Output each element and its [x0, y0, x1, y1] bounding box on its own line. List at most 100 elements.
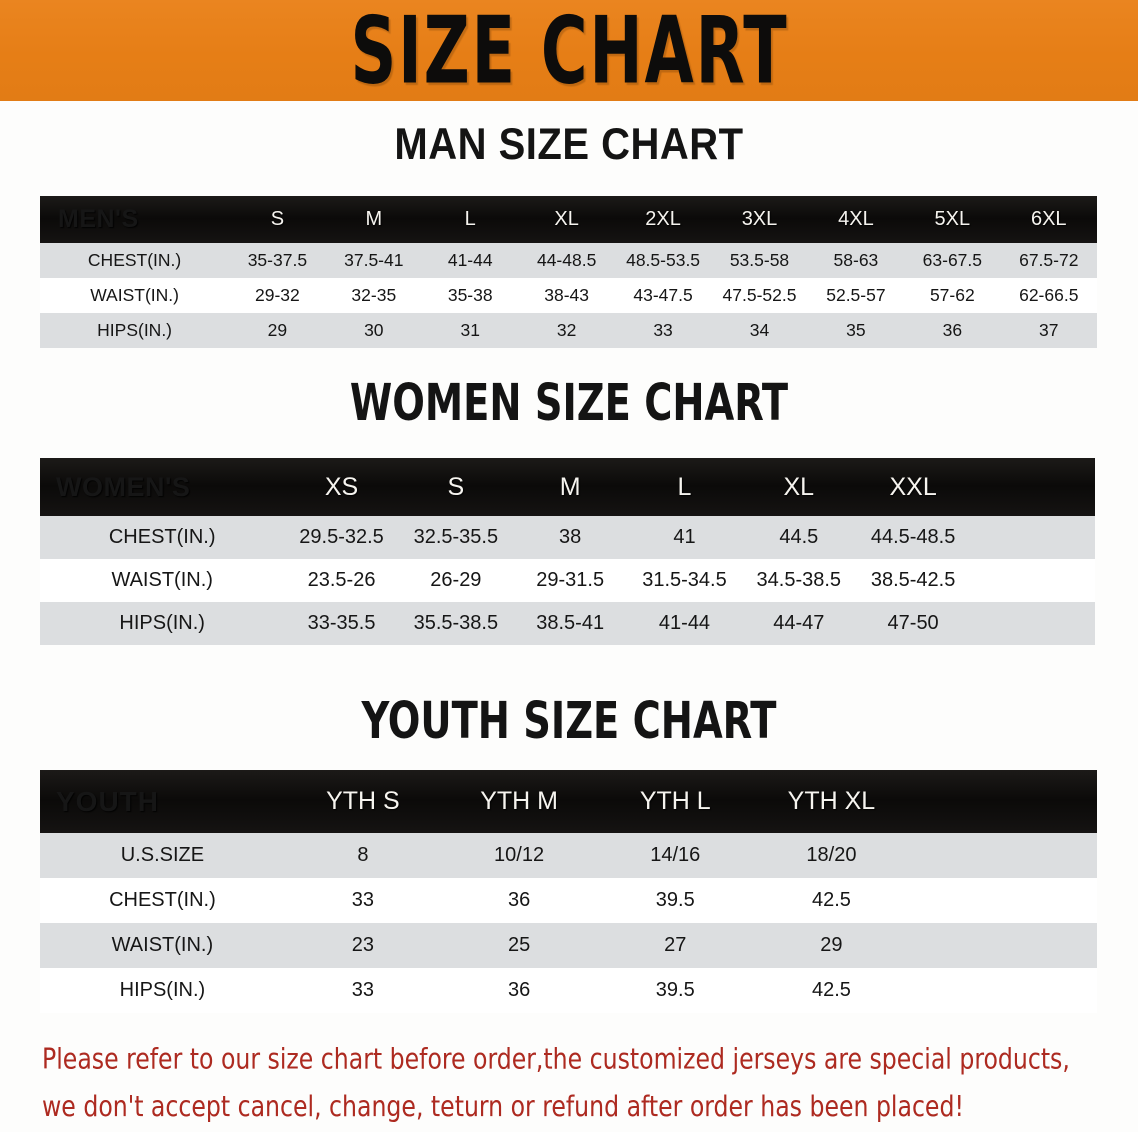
table-cell: 34.5-38.5: [756, 569, 842, 591]
table-cell: 39.5: [655, 889, 695, 911]
table-cell: 32: [556, 320, 577, 340]
table-cell: 47.5-52.5: [722, 285, 797, 305]
table-cell: 52.5-57: [826, 285, 886, 305]
man-size-table: MEN'S S M L XL 2XL 3XL 4XL 5XL 6XL CHEST…: [40, 196, 1097, 348]
man-column-header: M: [365, 208, 383, 230]
row-label: WAIST(IN.): [111, 934, 214, 956]
man-table-header-row: MEN'S S M L XL 2XL 3XL 4XL 5XL 6XL: [40, 196, 1097, 243]
table-cell-spacer: [970, 516, 1095, 559]
row-label: WAIST(IN.): [111, 569, 213, 591]
table-cell: 38.5-42.5: [870, 569, 956, 591]
table-cell: 38: [559, 526, 582, 548]
youth-column-header: YTH L: [639, 787, 711, 815]
women-column-header: XL: [783, 472, 815, 501]
man-header-label: MEN'S: [58, 205, 139, 233]
row-label: WAIST(IN.): [90, 285, 179, 305]
table-cell: 37.5-41: [344, 250, 404, 270]
women-column-header: XS: [324, 472, 359, 501]
table-row: HIPS(IN.) 33-35.5 35.5-38.5 38.5-41 41-4…: [40, 602, 1095, 645]
women-header-label: WOMEN'S: [56, 471, 191, 502]
table-cell: 39.5: [655, 979, 695, 1001]
row-label: U.S.SIZE: [120, 844, 205, 866]
table-cell: 48.5-53.5: [626, 250, 701, 270]
row-label: CHEST(IN.): [87, 250, 182, 270]
man-column-header: L: [464, 208, 476, 230]
table-cell: 30: [364, 320, 384, 340]
table-cell: 14/16: [650, 844, 701, 866]
table-cell: 36: [507, 979, 531, 1001]
table-cell: 8: [357, 844, 369, 866]
table-cell: 63-67.5: [922, 250, 983, 270]
man-column-header: 2XL: [645, 208, 681, 230]
women-size-table: WOMEN'S XS S M L XL XXL CHEST(IN.) 29.5-…: [40, 458, 1095, 645]
table-cell: 31.5-34.5: [642, 569, 727, 591]
youth-table-header-row: YOUTH YTH S YTH M YTH L YTH XL: [40, 770, 1097, 833]
table-cell: 35-37.5: [247, 250, 308, 270]
table-cell: 27: [664, 934, 687, 956]
table-cell: 42.5: [811, 979, 851, 1001]
table-cell: 23.5-26: [307, 569, 376, 591]
table-cell: 18/20: [806, 844, 857, 866]
table-cell-spacer: [970, 559, 1095, 602]
banner-title: SIZE CHART: [349, 0, 788, 101]
table-cell: 41: [673, 526, 696, 548]
table-cell: 47-50: [887, 612, 939, 634]
table-cell: 25: [507, 934, 531, 956]
row-label: CHEST(IN.): [108, 526, 216, 548]
table-row: U.S.SIZE 8 10/12 14/16 18/20: [40, 833, 1097, 878]
table-cell: 34: [749, 320, 770, 340]
table-cell: 32.5-35.5: [413, 526, 499, 548]
page-banner: SIZE CHART: [0, 0, 1138, 101]
table-cell: 29-32: [255, 285, 300, 305]
row-label: CHEST(IN.): [109, 889, 216, 911]
table-cell: 41-44: [447, 250, 493, 270]
youth-section-title: YOUTH SIZE CHART: [361, 691, 777, 751]
table-cell-spacer: [910, 833, 1097, 878]
man-column-header: S: [270, 208, 285, 230]
disclaimer-line-2: we don't accept cancel, change, teturn o…: [42, 1090, 964, 1124]
disclaimer-text: Please refer to our size chart before or…: [42, 1036, 1087, 1131]
table-row: WAIST(IN.) 29-32 32-35 35-38 38-43 43-47…: [40, 278, 1097, 313]
table-cell: 35.5-38.5: [413, 612, 499, 634]
women-column-header: L: [677, 472, 692, 501]
table-row: WAIST(IN.) 23.5-26 26-29 29-31.5 31.5-34…: [40, 559, 1095, 602]
table-cell: 44-47: [773, 612, 825, 634]
table-cell: 32-35: [351, 285, 397, 305]
table-cell: 44-48.5: [536, 250, 597, 270]
table-cell-spacer: [910, 878, 1097, 923]
women-column-header: S: [447, 472, 465, 501]
table-cell: 41-44: [658, 612, 711, 634]
table-cell: 53.5-58: [729, 250, 790, 270]
man-column-header: 4XL: [838, 208, 874, 230]
women-section-title: WOMEN SIZE CHART: [349, 373, 789, 433]
man-section-title: MAN SIZE CHART: [394, 119, 744, 170]
table-cell: 42.5: [811, 889, 851, 911]
table-cell: 67.5-72: [1019, 250, 1079, 270]
table-row: CHEST(IN.) 33 36 39.5 42.5: [40, 878, 1097, 923]
table-cell: 44.5-48.5: [870, 526, 956, 548]
table-cell: 38.5-41: [536, 612, 605, 634]
youth-header-spacer: [910, 770, 1097, 833]
man-column-header: 6XL: [1030, 208, 1067, 230]
table-row: HIPS(IN.) 29 30 31 32 33 34 35 36 37: [40, 313, 1097, 348]
table-cell: 23: [351, 934, 375, 956]
table-cell: 29: [267, 320, 288, 340]
table-cell: 33: [351, 979, 375, 1001]
table-cell: 58-63: [833, 250, 879, 270]
table-cell: 36: [507, 889, 531, 911]
table-cell: 62-66.5: [1019, 285, 1079, 305]
table-cell: 26-29: [430, 569, 482, 591]
table-cell: 43-47.5: [633, 285, 693, 305]
youth-column-header: YTH M: [480, 787, 558, 815]
table-cell: 37: [1039, 320, 1059, 340]
table-cell: 33: [351, 889, 375, 911]
row-label: HIPS(IN.): [119, 612, 205, 634]
row-label: HIPS(IN.): [97, 320, 173, 340]
table-cell: 35-38: [447, 285, 493, 305]
table-cell: 29: [820, 934, 843, 956]
women-column-header: XXL: [889, 472, 937, 501]
table-cell: 29.5-32.5: [299, 526, 384, 548]
row-label: HIPS(IN.): [119, 979, 206, 1001]
table-cell-spacer: [970, 602, 1095, 645]
table-cell: 33-35.5: [307, 612, 376, 634]
